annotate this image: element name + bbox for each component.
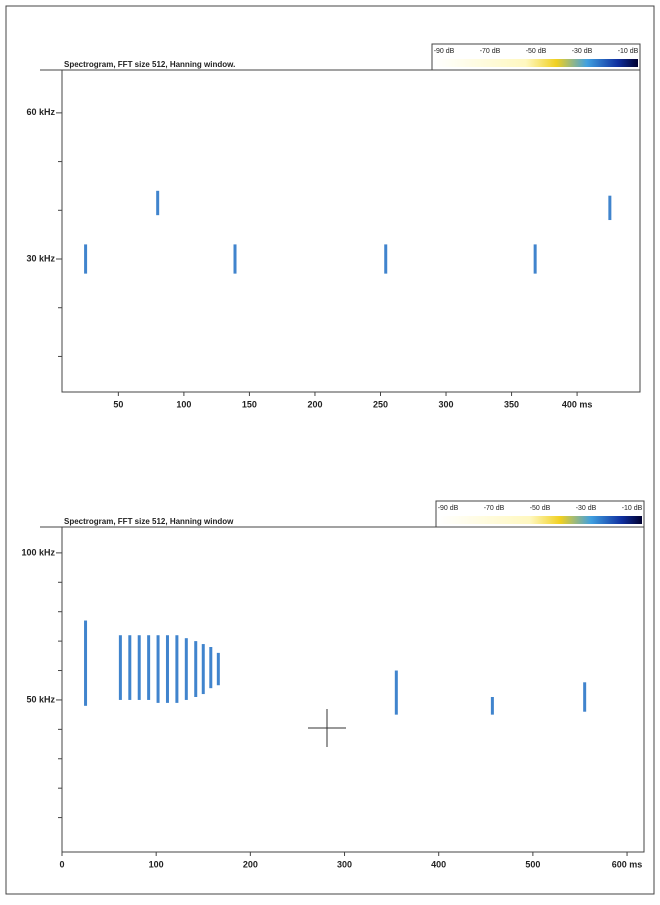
cursor	[308, 709, 346, 747]
colorbar-box	[431, 43, 641, 71]
x-tick-label: 350	[504, 399, 519, 409]
call	[583, 682, 587, 712]
x-tick-label: 250	[373, 399, 388, 409]
call	[533, 244, 537, 274]
x-tick-label: 300	[337, 859, 352, 869]
call	[84, 244, 88, 274]
call	[384, 244, 388, 274]
y-tick-label: 50 kHz	[26, 694, 55, 704]
call	[156, 635, 160, 703]
call	[194, 641, 198, 697]
x-tick-label: 500	[525, 859, 540, 869]
colorbar-label: -50 dB	[526, 48, 547, 55]
x-tick-label: 400 ms	[562, 399, 593, 409]
call	[128, 635, 132, 700]
x-tick-label: 150	[242, 399, 257, 409]
y-tick-label: 60 kHz	[26, 107, 55, 117]
call	[156, 190, 160, 216]
call	[175, 635, 179, 703]
chart-title: Spectrogram, FFT size 512, Hanning windo…	[64, 60, 235, 69]
call	[201, 644, 205, 695]
plot-frame	[61, 526, 645, 853]
colorbar-label: -10 dB	[618, 48, 639, 55]
x-tick-label: 600 ms	[612, 859, 643, 869]
colorbar-label: -10 dB	[622, 505, 643, 512]
colorbar-label: -90 dB	[434, 48, 455, 55]
page-border	[5, 5, 655, 895]
colorbar-label: -70 dB	[480, 48, 501, 55]
call	[490, 697, 494, 715]
x-tick-label: 200	[307, 399, 322, 409]
x-tick-label: 300	[439, 399, 454, 409]
colorbar-label: -50 dB	[530, 505, 551, 512]
colorbar-label: -90 dB	[438, 505, 459, 512]
call	[394, 670, 398, 715]
colorbar	[438, 516, 642, 524]
colorbar	[434, 59, 638, 67]
x-tick-label: 200	[243, 859, 258, 869]
y-tick-label: 100 kHz	[21, 547, 55, 557]
colorbar-box	[435, 500, 645, 528]
call	[233, 244, 237, 274]
call	[184, 638, 188, 700]
call	[84, 620, 88, 706]
x-tick-label: 0	[59, 859, 64, 869]
plot-frame	[61, 69, 641, 393]
colorbar-label: -30 dB	[576, 505, 597, 512]
call	[137, 635, 141, 700]
call	[216, 652, 220, 686]
call	[165, 635, 169, 703]
call	[608, 195, 612, 221]
colorbar-label: -30 dB	[572, 48, 593, 55]
call	[209, 647, 213, 689]
call	[118, 635, 122, 700]
x-tick-label: 100	[149, 859, 164, 869]
call	[147, 635, 151, 700]
y-tick-label: 30 kHz	[26, 253, 55, 263]
chart-title: Spectrogram, FFT size 512, Hanning windo…	[64, 517, 234, 526]
x-tick-label: 50	[113, 399, 123, 409]
x-tick-label: 100	[176, 399, 191, 409]
x-tick-label: 400	[431, 859, 446, 869]
colorbar-label: -70 dB	[484, 505, 505, 512]
